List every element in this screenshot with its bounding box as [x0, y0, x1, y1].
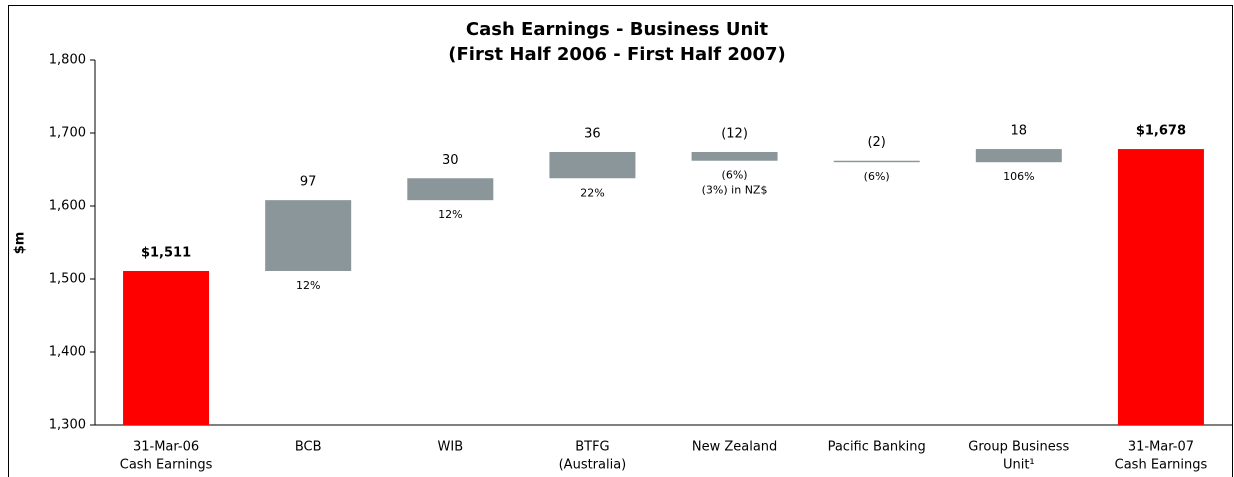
value-label: 36	[584, 126, 601, 141]
value-label: 30	[442, 153, 459, 168]
x-tick-label: Unit¹	[1003, 458, 1035, 473]
x-tick-label: Cash Earnings	[120, 458, 213, 473]
y-tick-label: 1,600	[49, 199, 86, 214]
bar	[407, 178, 494, 201]
note-label: 22%	[580, 186, 604, 199]
value-label: 97	[300, 175, 317, 190]
y-tick-label: 1,500	[49, 272, 86, 287]
x-tick-label: BCB	[295, 440, 322, 455]
bar	[691, 151, 778, 161]
y-tick-label: 1,800	[49, 53, 86, 68]
note-label: 12%	[438, 208, 462, 221]
x-tick-label: 31-Mar-07	[1128, 440, 1194, 455]
note-label: (6%)	[722, 169, 748, 182]
value-label: (2)	[867, 135, 885, 150]
x-tick-label: 31-Mar-06	[133, 440, 199, 455]
frame	[8, 5, 1233, 477]
y-tick-label: 1,300	[49, 418, 86, 433]
x-tick-label: Group Business	[968, 440, 1069, 455]
y-axis-label: $m	[13, 232, 28, 255]
value-label: 18	[1011, 124, 1028, 139]
bar	[549, 151, 636, 179]
value-label: (12)	[721, 126, 748, 141]
value-label: $1,511	[141, 245, 191, 260]
bar	[123, 270, 210, 425]
x-tick-label: WIB	[438, 440, 464, 455]
x-tick-label: BTFG	[575, 440, 609, 455]
bar	[265, 200, 352, 271]
note-label: (3%) in NZ$	[702, 184, 768, 197]
chart-title: Cash Earnings - Business Unit	[466, 19, 769, 40]
value-label: $1,678	[1136, 124, 1186, 139]
bar	[833, 160, 920, 163]
note-label: 12%	[296, 279, 320, 292]
note-label: (6%)	[864, 170, 890, 183]
x-tick-label: Pacific Banking	[828, 440, 926, 455]
note-label: 106%	[1003, 170, 1034, 183]
x-tick-label: (Australia)	[559, 458, 627, 473]
chart-subtitle: (First Half 2006 - First Half 2007)	[448, 44, 785, 65]
bar	[975, 149, 1062, 163]
y-tick-label: 1,400	[49, 345, 86, 360]
x-tick-label: New Zealand	[692, 440, 777, 455]
y-tick-label: 1,700	[49, 126, 86, 141]
bar	[1117, 149, 1204, 425]
x-tick-label: Cash Earnings	[1115, 458, 1208, 473]
